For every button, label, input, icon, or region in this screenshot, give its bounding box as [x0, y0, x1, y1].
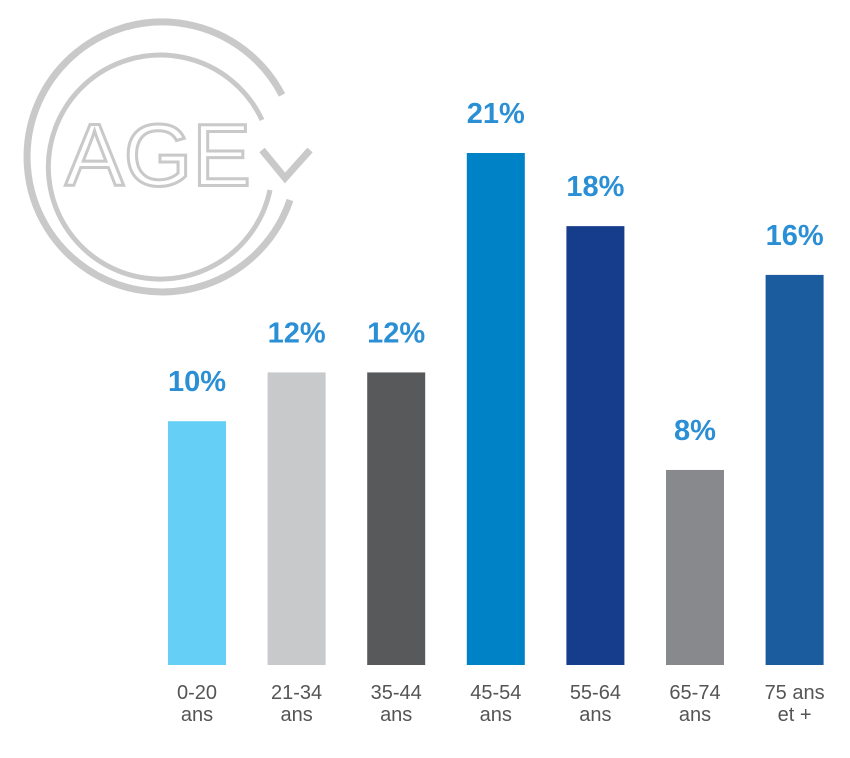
value-label: 16% [766, 220, 824, 252]
bar [168, 421, 226, 665]
logo-text: AGE [65, 105, 251, 204]
x-tick-label: 45-54 ans [470, 682, 522, 726]
bar [765, 274, 824, 665]
value-label: 10% [168, 366, 226, 398]
bar [566, 226, 625, 665]
x-tick-label: 75 ans et + [764, 682, 825, 726]
bar [367, 372, 426, 665]
x-tick-label: 55-64 ans [569, 682, 621, 726]
x-tick-label: 21-34 ans [271, 682, 323, 726]
x-tick-label: 35-44 ans [370, 682, 422, 726]
value-label: 12% [268, 317, 326, 349]
bar [666, 469, 724, 665]
bar [267, 372, 326, 665]
value-label: 12% [367, 317, 425, 349]
value-label: 21% [467, 98, 525, 130]
logo-arc-outer [23, 18, 294, 296]
logo-arrow [259, 147, 313, 184]
value-label: 8% [674, 415, 716, 447]
age-logo [23, 18, 313, 296]
x-tick-label: 65-74 ans [669, 682, 721, 726]
x-tick-label: 0-20 ans [176, 682, 218, 726]
value-label: 18% [566, 171, 624, 203]
logo-arc-inner [45, 52, 273, 282]
bar [466, 153, 525, 665]
